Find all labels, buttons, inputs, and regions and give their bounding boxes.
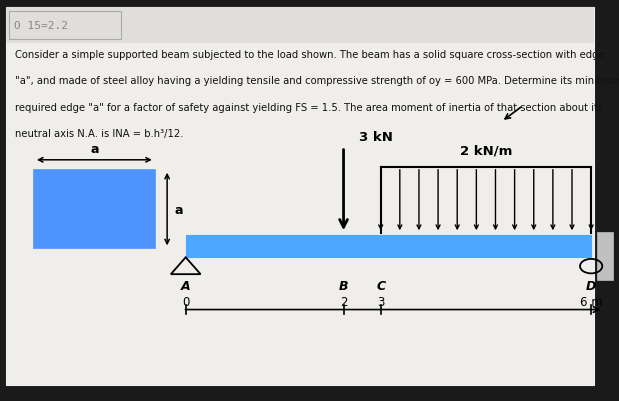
Text: A: A bbox=[181, 280, 191, 293]
Bar bbox=[186, 236, 591, 258]
Text: 0: 0 bbox=[182, 296, 189, 309]
Text: 2: 2 bbox=[340, 296, 347, 309]
Bar bbox=[34, 170, 155, 249]
Text: D: D bbox=[586, 280, 596, 293]
Text: 6 m: 6 m bbox=[580, 296, 602, 309]
Text: a: a bbox=[175, 203, 183, 216]
Text: Consider a simple supported beam subjected to the load shown. The beam has a sol: Consider a simple supported beam subject… bbox=[15, 50, 605, 60]
Text: 2 kN/m: 2 kN/m bbox=[460, 144, 512, 157]
Text: C: C bbox=[376, 280, 385, 293]
Text: B: B bbox=[339, 280, 348, 293]
Text: required edge "a" for a factor of safety against yielding FS = 1.5. The area mom: required edge "a" for a factor of safety… bbox=[15, 102, 604, 112]
Text: neutral axis N.A. is INA = b.h³/12.: neutral axis N.A. is INA = b.h³/12. bbox=[15, 128, 184, 138]
Bar bbox=[597, 233, 613, 281]
Text: O 15=2.2: O 15=2.2 bbox=[14, 21, 67, 31]
Text: a: a bbox=[90, 143, 98, 156]
Bar bbox=[6, 8, 594, 44]
Text: 3 kN: 3 kN bbox=[359, 130, 393, 143]
Text: 3: 3 bbox=[377, 296, 384, 309]
Bar bbox=[9, 12, 121, 40]
Text: "a", and made of steel alloy having a yielding tensile and compressive strength : "a", and made of steel alloy having a yi… bbox=[15, 76, 619, 86]
